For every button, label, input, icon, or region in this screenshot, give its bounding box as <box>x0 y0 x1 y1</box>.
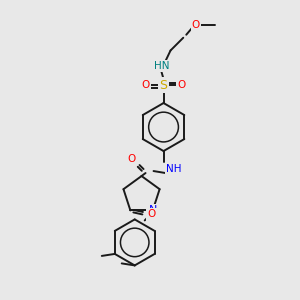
Text: S: S <box>160 79 167 92</box>
Text: N: N <box>148 206 157 215</box>
Text: HN: HN <box>154 61 169 71</box>
Text: O: O <box>141 80 150 90</box>
Text: O: O <box>177 80 186 90</box>
Text: O: O <box>147 209 155 219</box>
Text: O: O <box>128 154 136 164</box>
Text: NH: NH <box>166 164 181 174</box>
Text: O: O <box>192 20 200 30</box>
